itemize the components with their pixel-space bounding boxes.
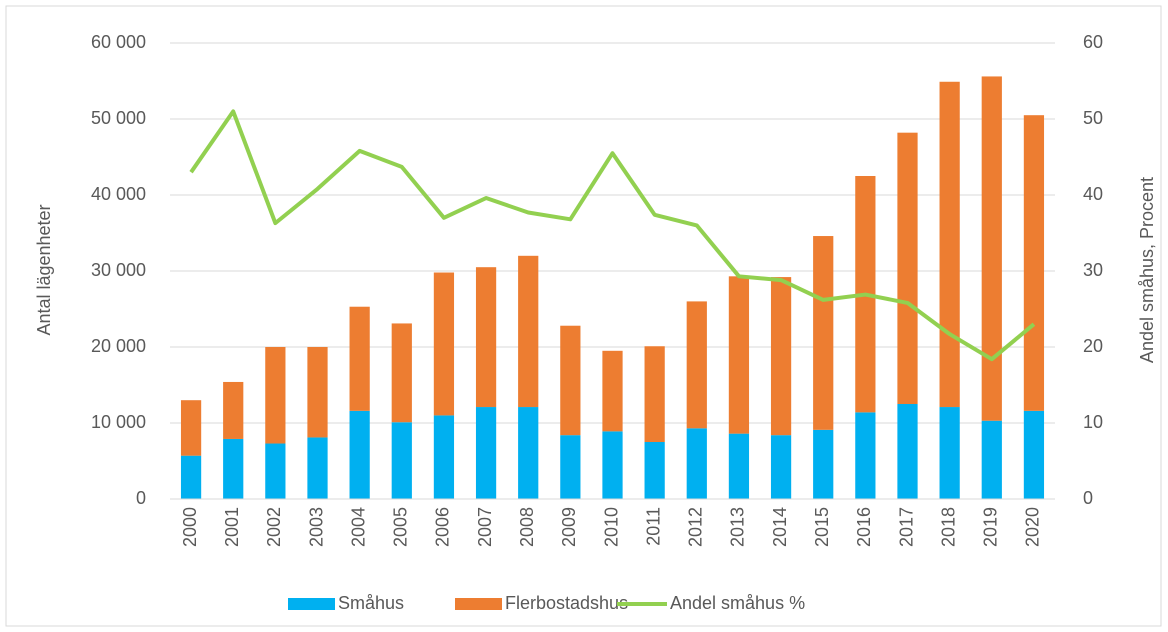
bar-segment <box>349 306 370 411</box>
bar-segment <box>644 346 665 442</box>
bar-segment <box>770 277 792 436</box>
bar-segment <box>602 350 623 432</box>
y-tick-label: 40 000 <box>91 184 146 204</box>
bar-segment <box>602 431 623 499</box>
x-tick-label: 2010 <box>601 507 621 547</box>
bar-segment <box>391 422 412 499</box>
bar-segment <box>223 438 244 499</box>
bar-segment <box>265 347 286 444</box>
x-tick-label: 2009 <box>559 507 579 547</box>
y2-tick-label: 10 <box>1083 412 1103 432</box>
x-tick-label: 2019 <box>981 507 1001 547</box>
bar-segment <box>180 455 202 499</box>
bar-segment <box>939 81 960 408</box>
y-tick-label: 20 000 <box>91 336 146 356</box>
legend-swatch <box>288 598 335 610</box>
legend-swatch <box>455 598 502 610</box>
line-series <box>189 109 1036 362</box>
y-axis-title: Antal lägenheter <box>34 204 54 335</box>
bar-segment <box>475 267 497 408</box>
y2-tick-label: 0 <box>1083 488 1093 508</box>
x-tick-label: 2006 <box>433 507 453 547</box>
bar-segment <box>728 433 750 499</box>
bar-segment <box>981 420 1002 499</box>
bar-segment <box>1023 410 1045 499</box>
y-tick-label: 0 <box>136 488 146 508</box>
x-tick-label: 2000 <box>180 507 200 547</box>
x-tick-label: 2012 <box>686 507 706 547</box>
x-tick-label: 2015 <box>812 507 832 547</box>
legend-label: Andel småhus % <box>670 593 805 613</box>
y-tick-label: 10 000 <box>91 412 146 432</box>
x-tick-label: 2008 <box>517 507 537 547</box>
x-tick-label: 2017 <box>896 507 916 547</box>
bar-segment <box>939 407 960 499</box>
bar-segment <box>433 272 455 416</box>
y2-tick-label: 20 <box>1083 336 1103 356</box>
y2-tick-label: 40 <box>1083 184 1103 204</box>
x-tick-label: 2003 <box>306 507 326 547</box>
bar-segment <box>686 428 707 499</box>
x-tick-label: 2014 <box>770 507 790 547</box>
bar-segment <box>518 255 539 408</box>
bar-segment <box>981 76 1002 421</box>
y2-axis-title: Andel småhus, Procent <box>1137 177 1157 363</box>
x-tick-label: 2005 <box>391 507 411 547</box>
y2-tick-label: 50 <box>1083 108 1103 128</box>
bar-segment <box>433 415 455 499</box>
legend-label: Flerbostadshus <box>505 593 628 613</box>
bar-segment <box>897 132 918 404</box>
x-tick-label: 2001 <box>222 507 242 547</box>
bar-segment <box>180 400 202 456</box>
bar-segment <box>475 407 497 499</box>
x-tick-label: 2002 <box>264 507 284 547</box>
y2-tick-label: 30 <box>1083 260 1103 280</box>
bar-segment <box>307 437 328 499</box>
bar-segment <box>307 347 328 438</box>
bar-segment <box>813 429 834 499</box>
bar-segment <box>897 404 918 499</box>
x-tick-label: 2004 <box>348 507 368 547</box>
bar-segment <box>644 442 665 499</box>
bar-segment <box>265 443 286 499</box>
bar-segment <box>770 435 792 499</box>
bar-segment <box>1023 115 1045 411</box>
chart-border <box>5 5 1162 627</box>
y-tick-label: 50 000 <box>91 108 146 128</box>
x-tick-label: 2020 <box>1023 507 1043 547</box>
x-tick-label: 2018 <box>938 507 958 547</box>
y-tick-label: 30 000 <box>91 260 146 280</box>
bar-segment <box>223 381 244 439</box>
x-tick-label: 2011 <box>643 507 663 546</box>
bar-segment <box>518 407 539 499</box>
x-tick-label: 2016 <box>854 507 874 547</box>
legend-label: Småhus <box>338 593 404 613</box>
x-tick-label: 2013 <box>728 507 748 547</box>
bar-segment <box>855 412 876 499</box>
bar-segment <box>728 276 750 434</box>
bar-segment <box>560 435 581 499</box>
bar-segment <box>686 301 707 429</box>
y2-tick-label: 60 <box>1083 32 1103 52</box>
x-tick-label: 2007 <box>475 507 495 547</box>
bar-segment <box>349 410 370 499</box>
bar-segment <box>391 323 412 423</box>
y-tick-label: 60 000 <box>91 32 146 52</box>
bar-segment <box>813 236 834 430</box>
bar-segment <box>560 325 581 436</box>
